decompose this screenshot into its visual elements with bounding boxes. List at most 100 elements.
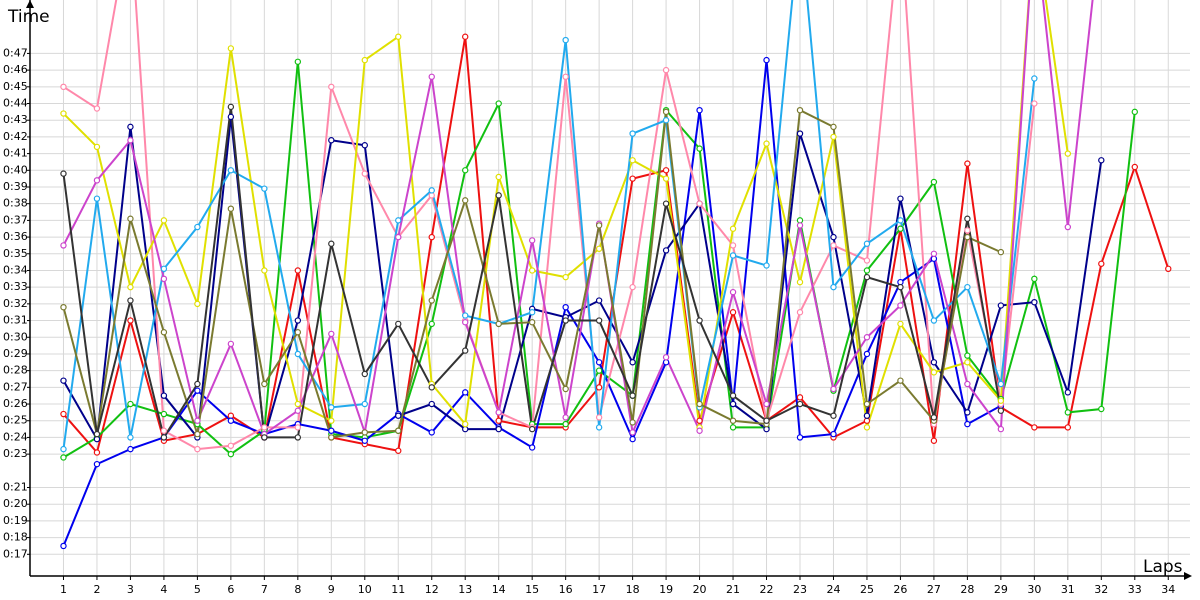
- lap-point: [528, 425, 536, 433]
- lap-point: [796, 394, 804, 401]
- lap-point: [227, 205, 235, 212]
- y-axis-title: Time: [7, 7, 50, 27]
- x-tick-label: 26: [893, 583, 907, 596]
- lap-point: [562, 317, 569, 324]
- lap-point: [796, 309, 804, 316]
- lap-point: [395, 33, 402, 40]
- lap-point: [93, 460, 101, 468]
- x-tick-label: 21: [726, 583, 740, 596]
- x-tick-label: 31: [1061, 583, 1075, 596]
- y-tick-label: 0:26: [3, 397, 28, 410]
- lap-point: [562, 385, 569, 393]
- lap-point: [964, 227, 971, 234]
- lap-point: [428, 384, 435, 391]
- lap-point: [930, 250, 938, 257]
- lap-point: [294, 434, 302, 441]
- lap-point: [830, 430, 837, 438]
- lap-point: [897, 320, 904, 328]
- x-tick-label: 30: [1027, 583, 1041, 596]
- lap-point: [227, 450, 235, 458]
- lap-point: [428, 297, 435, 304]
- grid: [27, 0, 1190, 580]
- lap-point: [897, 302, 904, 309]
- lap-point: [127, 400, 134, 408]
- lap-point: [595, 424, 603, 431]
- lap-point: [997, 425, 1005, 433]
- x-tick-label: 18: [626, 583, 640, 596]
- x-tick-label: 20: [693, 583, 707, 596]
- lap-point: [930, 437, 938, 444]
- lap-point: [763, 140, 770, 147]
- lap-point: [194, 417, 201, 424]
- lap-point: [495, 100, 502, 107]
- lap-point: [1031, 424, 1038, 431]
- x-tick-label: 4: [160, 583, 167, 596]
- y-tick-label: 0:35: [3, 247, 28, 260]
- lap-point: [796, 434, 804, 441]
- lap-point: [897, 195, 904, 202]
- lap-point: [830, 123, 837, 131]
- lap-point: [428, 400, 435, 408]
- x-tick-label: 13: [458, 583, 472, 596]
- lap-point: [863, 412, 871, 419]
- lap-point: [662, 108, 670, 116]
- lap-point: [160, 410, 168, 418]
- lap-point: [830, 412, 837, 419]
- lap-point: [595, 359, 603, 366]
- lap-point: [328, 83, 335, 91]
- lap-point: [261, 380, 268, 388]
- lap-point: [361, 437, 368, 444]
- y-tick-label: 0:39: [3, 180, 28, 193]
- lap-point: [763, 417, 770, 424]
- lap-point: [160, 329, 168, 336]
- lap-point: [428, 233, 435, 241]
- lap-point: [930, 178, 938, 186]
- lap-point: [629, 130, 636, 137]
- lap-point: [93, 449, 101, 456]
- lap-point: [328, 137, 335, 144]
- x-tick-label: 27: [927, 583, 941, 596]
- x-tick-label: 23: [793, 583, 807, 596]
- lap-point: [227, 442, 235, 449]
- lap-point: [194, 380, 201, 388]
- lap-point: [60, 445, 67, 453]
- lap-point: [1064, 424, 1072, 431]
- lap-point: [1098, 405, 1105, 413]
- lap-point: [462, 319, 469, 326]
- lap-point: [127, 434, 134, 441]
- y-tick-label: 0:41: [3, 147, 28, 160]
- lap-point: [629, 429, 636, 436]
- lap-point: [93, 143, 101, 151]
- x-tick-label: 2: [93, 583, 100, 596]
- y-tick-label: 0:44: [3, 97, 28, 110]
- lap-point: [696, 317, 703, 324]
- lap-point: [127, 445, 134, 453]
- lap-point: [261, 185, 268, 192]
- x-tick-label: 33: [1128, 583, 1142, 596]
- lap-point: [629, 359, 636, 366]
- lap-point: [194, 387, 201, 394]
- lap-point: [897, 225, 904, 232]
- x-axis-title: Laps: [1143, 557, 1183, 577]
- lap-point: [1064, 150, 1072, 157]
- lap-point: [662, 354, 670, 361]
- lap-point: [462, 420, 469, 428]
- y-tick-label: 0:33: [3, 280, 28, 293]
- y-tick-label: 0:29: [3, 347, 28, 360]
- x-tick-label: 24: [826, 583, 840, 596]
- lap-point: [930, 369, 938, 376]
- lap-point: [595, 317, 603, 324]
- x-tick-label: 8: [294, 583, 301, 596]
- lap-point: [361, 170, 368, 177]
- lap-point: [595, 367, 603, 374]
- lap-point: [1064, 223, 1072, 231]
- lap-point: [562, 304, 569, 311]
- lap-point: [495, 320, 502, 328]
- lap-point: [763, 262, 770, 269]
- lap-point: [127, 215, 134, 222]
- lap-point: [562, 73, 569, 81]
- lap-point: [361, 429, 368, 436]
- lap-point: [997, 248, 1005, 256]
- lap-point: [328, 417, 335, 424]
